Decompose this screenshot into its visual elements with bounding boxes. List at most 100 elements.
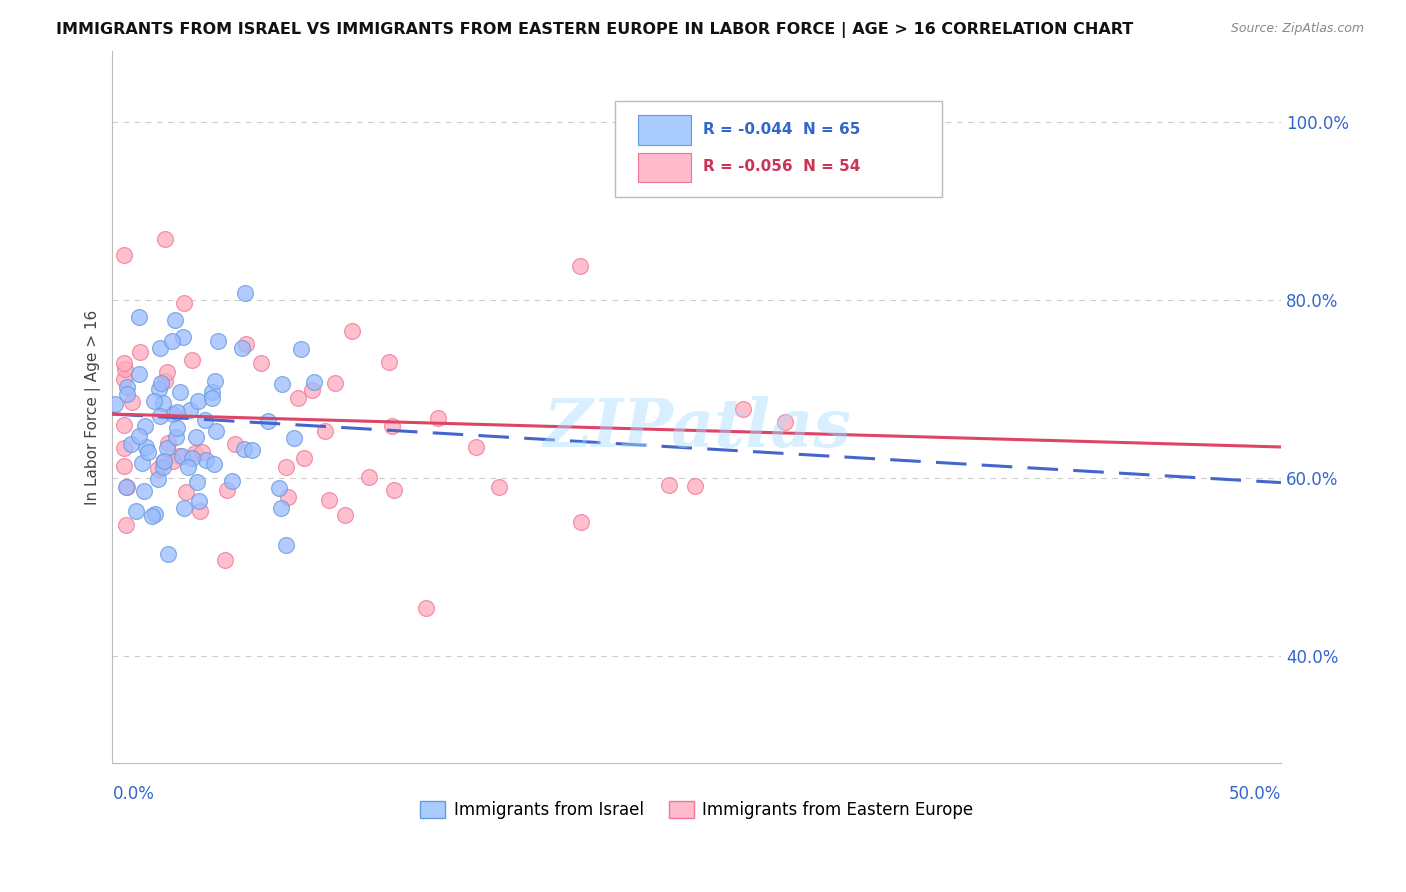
Point: [382, 483, 405, 498]
Point: [323, 376, 346, 390]
Point: [167, 449, 190, 463]
Point: [115, 387, 138, 401]
Point: [148, 462, 170, 476]
Text: IMMIGRANTS FROM ISRAEL VS IMMIGRANTS FROM EASTERN EUROPE IN LABOR FORCE | AGE > : IMMIGRANTS FROM ISRAEL VS IMMIGRANTS FRO…: [56, 22, 1133, 38]
Point: [215, 483, 238, 497]
Point: [115, 480, 138, 494]
Point: [232, 442, 254, 457]
Point: [301, 383, 323, 397]
Point: [172, 330, 194, 344]
Legend: Immigrants from Israel, Immigrants from Eastern Europe: Immigrants from Israel, Immigrants from …: [413, 795, 980, 826]
Point: [378, 355, 401, 369]
Point: [568, 259, 591, 273]
Point: [250, 355, 273, 369]
Point: [302, 375, 325, 389]
Point: [136, 445, 159, 459]
Point: [233, 286, 256, 301]
Point: [202, 457, 225, 471]
Point: [104, 397, 127, 411]
Point: [153, 374, 176, 388]
Point: [195, 453, 218, 467]
Point: [115, 380, 138, 394]
Text: Source: ZipAtlas.com: Source: ZipAtlas.com: [1230, 22, 1364, 36]
Point: [187, 493, 209, 508]
Point: [135, 440, 157, 454]
Point: [143, 507, 166, 521]
Point: [149, 341, 172, 355]
Point: [235, 337, 257, 351]
Point: [166, 405, 188, 419]
Point: [129, 345, 152, 359]
Point: [214, 553, 236, 567]
Point: [204, 424, 226, 438]
Point: [287, 391, 309, 405]
Point: [186, 430, 208, 444]
Point: [188, 504, 211, 518]
Point: [173, 296, 195, 310]
Point: [204, 374, 226, 388]
Point: [257, 414, 280, 428]
Point: [121, 437, 143, 451]
Point: [465, 440, 488, 454]
Point: [160, 334, 183, 348]
Point: [169, 385, 191, 400]
Point: [290, 342, 312, 356]
Point: [335, 508, 357, 522]
Point: [190, 445, 212, 459]
Point: [112, 417, 135, 432]
Text: R = -0.044  N = 65: R = -0.044 N = 65: [703, 121, 860, 136]
Point: [173, 500, 195, 515]
Point: [283, 431, 305, 445]
Point: [142, 394, 165, 409]
Point: [134, 418, 156, 433]
Point: [773, 415, 796, 429]
Point: [149, 409, 172, 423]
FancyBboxPatch shape: [614, 101, 942, 197]
Point: [270, 377, 292, 392]
Point: [141, 509, 163, 524]
Point: [207, 334, 229, 348]
Point: [180, 451, 202, 466]
Text: 50.0%: 50.0%: [1229, 785, 1281, 804]
Point: [569, 515, 592, 529]
Point: [277, 490, 299, 504]
Point: [157, 547, 180, 561]
Point: [156, 435, 179, 450]
Point: [270, 500, 292, 515]
Point: [184, 446, 207, 460]
Point: [221, 474, 243, 488]
Point: [128, 429, 150, 443]
Point: [314, 425, 336, 439]
Point: [112, 248, 135, 262]
Point: [357, 469, 380, 483]
Point: [240, 443, 263, 458]
Point: [683, 479, 706, 493]
Point: [162, 454, 184, 468]
Point: [181, 353, 204, 368]
Point: [318, 492, 340, 507]
Point: [340, 324, 363, 338]
Point: [488, 480, 510, 494]
Point: [201, 384, 224, 399]
Point: [132, 483, 155, 498]
Point: [152, 455, 174, 469]
Point: [128, 367, 150, 381]
Point: [733, 402, 755, 417]
Point: [166, 421, 188, 435]
FancyBboxPatch shape: [638, 153, 690, 183]
Point: [155, 232, 177, 246]
Point: [114, 518, 136, 533]
Point: [426, 411, 449, 425]
Point: [172, 449, 194, 463]
Text: R = -0.056  N = 54: R = -0.056 N = 54: [703, 160, 860, 174]
Point: [274, 460, 297, 475]
Point: [131, 456, 153, 470]
Point: [112, 372, 135, 386]
Point: [274, 538, 297, 552]
FancyBboxPatch shape: [638, 115, 690, 145]
Point: [224, 437, 246, 451]
Point: [201, 391, 224, 405]
Point: [112, 442, 135, 456]
Point: [381, 418, 404, 433]
Point: [115, 480, 138, 494]
